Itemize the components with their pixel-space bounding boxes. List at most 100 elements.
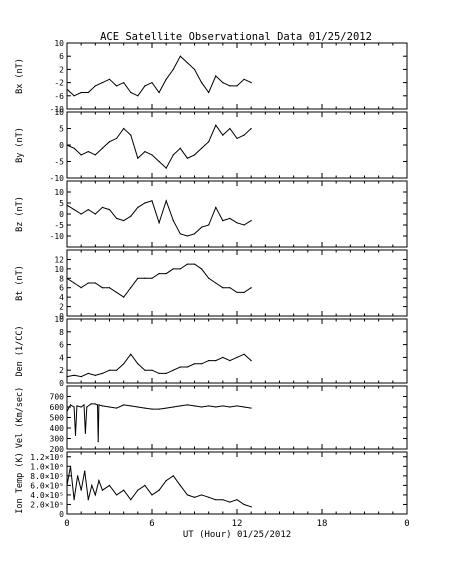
data-point xyxy=(77,475,79,477)
y-tick-label: 500 xyxy=(50,414,65,423)
data-point xyxy=(236,356,238,358)
data-point xyxy=(151,82,153,84)
y-tick-label: 8 xyxy=(59,274,64,283)
data-point xyxy=(229,127,231,130)
panel-frame xyxy=(66,249,408,317)
data-point xyxy=(193,68,196,70)
x-axis: 0 6 12 18 0 xyxy=(64,519,409,529)
y-tick-label: 12 xyxy=(54,255,64,264)
y-axis-label: By (nT) xyxy=(15,127,25,163)
y-tick-label: 200 xyxy=(50,445,65,454)
data-point xyxy=(66,484,68,486)
data-point xyxy=(73,282,75,284)
data-point xyxy=(215,124,217,126)
y-tick-label: 4 xyxy=(59,353,64,362)
data-point xyxy=(236,499,238,501)
series-line xyxy=(66,263,252,298)
data-point xyxy=(123,82,125,84)
data-point xyxy=(243,406,245,408)
data-point xyxy=(250,287,252,289)
data-point xyxy=(158,160,160,163)
data-point xyxy=(250,506,252,508)
data-point xyxy=(158,489,160,491)
data-point xyxy=(179,233,181,235)
y-tick-label: -10 xyxy=(50,174,65,183)
y-tick-label: -2 xyxy=(54,79,64,88)
data-point xyxy=(66,277,68,279)
data-point xyxy=(172,154,174,156)
y-tick-label: 0 xyxy=(59,379,64,388)
data-point xyxy=(172,268,174,270)
y-tick-label: 10 xyxy=(54,315,64,324)
data-point xyxy=(130,287,132,289)
data-point xyxy=(222,220,224,222)
data-point xyxy=(101,489,104,491)
data-point xyxy=(151,277,153,279)
y-tick-label: 2 xyxy=(59,366,64,375)
data-point xyxy=(69,404,72,406)
y-tick-label: 0 xyxy=(59,312,64,321)
data-point xyxy=(94,403,96,405)
y-axis-label: Vel (Km/sec) xyxy=(15,387,25,448)
data-point xyxy=(179,484,181,486)
data-point xyxy=(151,200,153,202)
panel-2: By (nT) 10 5 0 -5 -10 xyxy=(15,108,408,183)
data-point xyxy=(229,85,231,87)
data-point xyxy=(179,268,181,270)
data-point xyxy=(98,480,100,482)
data-point xyxy=(222,405,224,407)
data-point xyxy=(115,407,118,409)
data-point xyxy=(208,360,210,362)
data-point xyxy=(193,363,196,365)
y-tick-label: 6.0×10⁵ xyxy=(30,481,64,490)
data-point xyxy=(200,406,203,408)
data-point xyxy=(243,78,245,80)
data-point xyxy=(101,287,104,289)
data-point xyxy=(84,470,86,472)
data-point xyxy=(222,134,224,136)
y-axis-label: Den (1/CC) xyxy=(15,325,25,376)
y-tick-label: 0 xyxy=(59,210,64,219)
data-point xyxy=(186,366,189,368)
data-point xyxy=(208,91,210,94)
y-tick-label: 5 xyxy=(59,125,64,134)
data-point xyxy=(229,360,231,362)
data-point xyxy=(94,85,96,87)
data-point xyxy=(73,209,75,211)
data-point xyxy=(130,353,132,355)
data-point xyxy=(94,282,96,284)
data-point xyxy=(115,85,118,87)
data-point xyxy=(179,147,181,149)
y-tick-label: -10 xyxy=(50,232,65,241)
data-point xyxy=(229,406,231,408)
data-point xyxy=(193,496,196,498)
data-point xyxy=(158,91,160,94)
data-point xyxy=(80,154,82,156)
data-point xyxy=(66,144,68,146)
y-tick-label: 700 xyxy=(50,393,65,402)
data-point xyxy=(165,407,167,409)
data-point xyxy=(165,78,167,80)
data-point xyxy=(90,403,92,405)
data-point xyxy=(186,157,189,159)
data-point xyxy=(123,220,125,222)
data-point xyxy=(108,141,111,143)
y-tick-label: 1.2×10⁶ xyxy=(30,453,64,462)
data-point xyxy=(215,282,217,284)
data-point xyxy=(172,68,174,70)
y-tick-label: 5 xyxy=(59,199,64,208)
data-point xyxy=(94,154,96,156)
data-point xyxy=(115,369,118,371)
data-point xyxy=(123,404,125,406)
data-point xyxy=(108,209,111,211)
data-point xyxy=(250,220,252,222)
data-point xyxy=(179,405,181,407)
panel-frame xyxy=(66,451,408,515)
data-point xyxy=(222,82,224,84)
data-point xyxy=(66,88,68,90)
y-tick-label: 0 xyxy=(59,510,64,519)
data-point xyxy=(144,369,146,371)
